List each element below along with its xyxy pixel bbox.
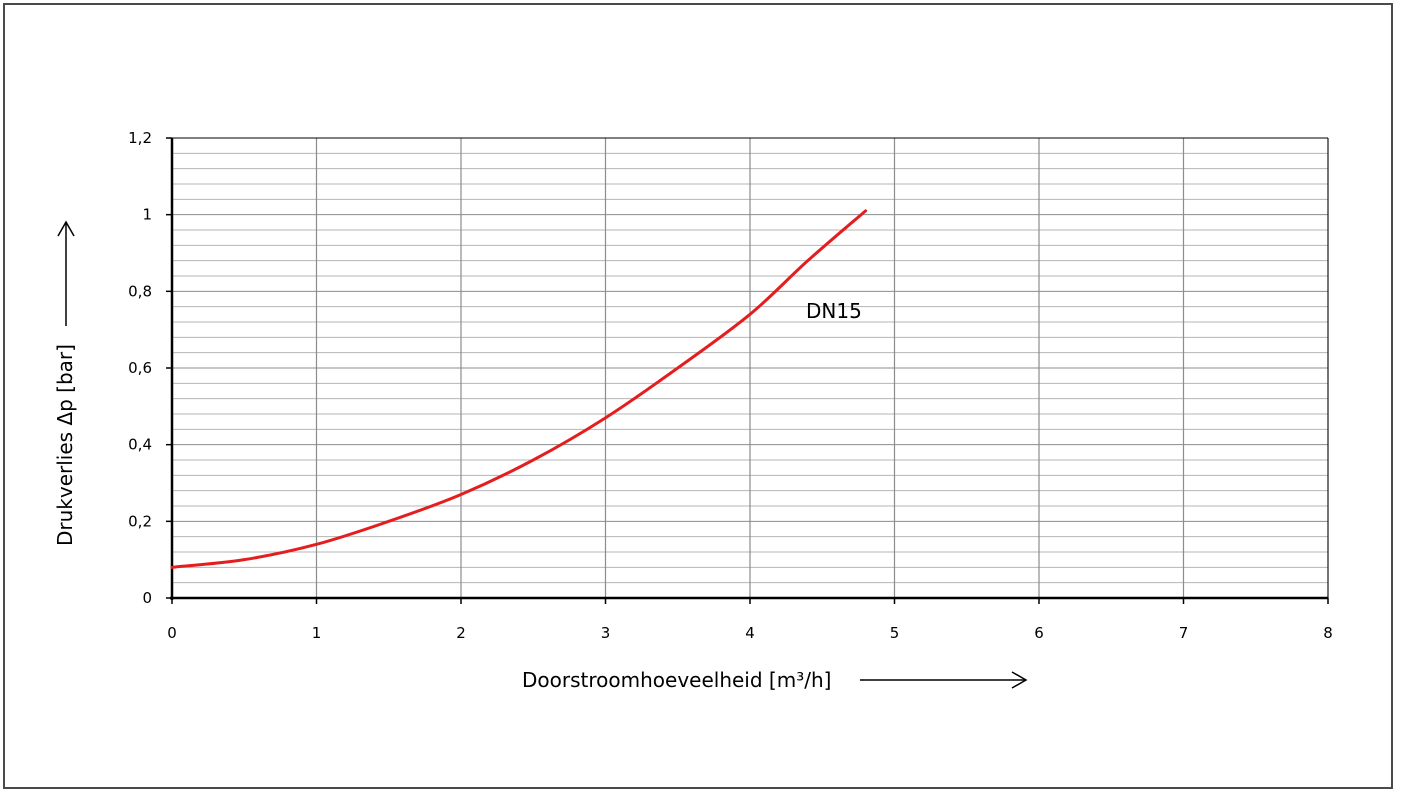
y-tick-label: 0,8 (128, 282, 152, 300)
y-tick-labels: 0 0,2 0,4 0,6 0,8 1 1,2 (128, 129, 152, 607)
major-gridlines (172, 137, 1329, 598)
x-tick-label: 3 (601, 624, 611, 642)
x-tick-labels: 0 1 2 3 4 5 6 7 8 (167, 624, 1333, 642)
series-line-dn15 (170, 209, 868, 569)
x-tick-label: 0 (167, 624, 177, 642)
x-axis-title: Doorstroomhoeveelheid [m³/h] (522, 668, 831, 692)
series-label-dn15: DN15 (806, 299, 862, 323)
y-tick-label: 0,2 (128, 512, 152, 530)
chart-frame (3, 3, 1393, 789)
y-tick-label: 0,4 (128, 436, 152, 454)
x-axis-arrow (860, 671, 1028, 689)
x-tick-label: 7 (1179, 624, 1189, 642)
x-tick-label: 1 (312, 624, 322, 642)
series-layer (170, 209, 868, 569)
x-tick-label: 4 (745, 624, 755, 642)
axes (166, 137, 1329, 604)
x-tick-label: 5 (890, 624, 900, 642)
y-axis-title: Drukverlies Δp [bar] (53, 344, 77, 546)
y-tick-label: 0,6 (128, 359, 152, 377)
y-tick-label: 1 (142, 206, 152, 224)
y-tick-label: 1,2 (128, 129, 152, 147)
x-tick-label: 2 (456, 624, 466, 642)
y-axis-arrow (57, 220, 75, 326)
y-tick-label: 0 (142, 589, 152, 607)
x-tick-label: 6 (1034, 624, 1044, 642)
x-tick-label: 8 (1323, 624, 1333, 642)
